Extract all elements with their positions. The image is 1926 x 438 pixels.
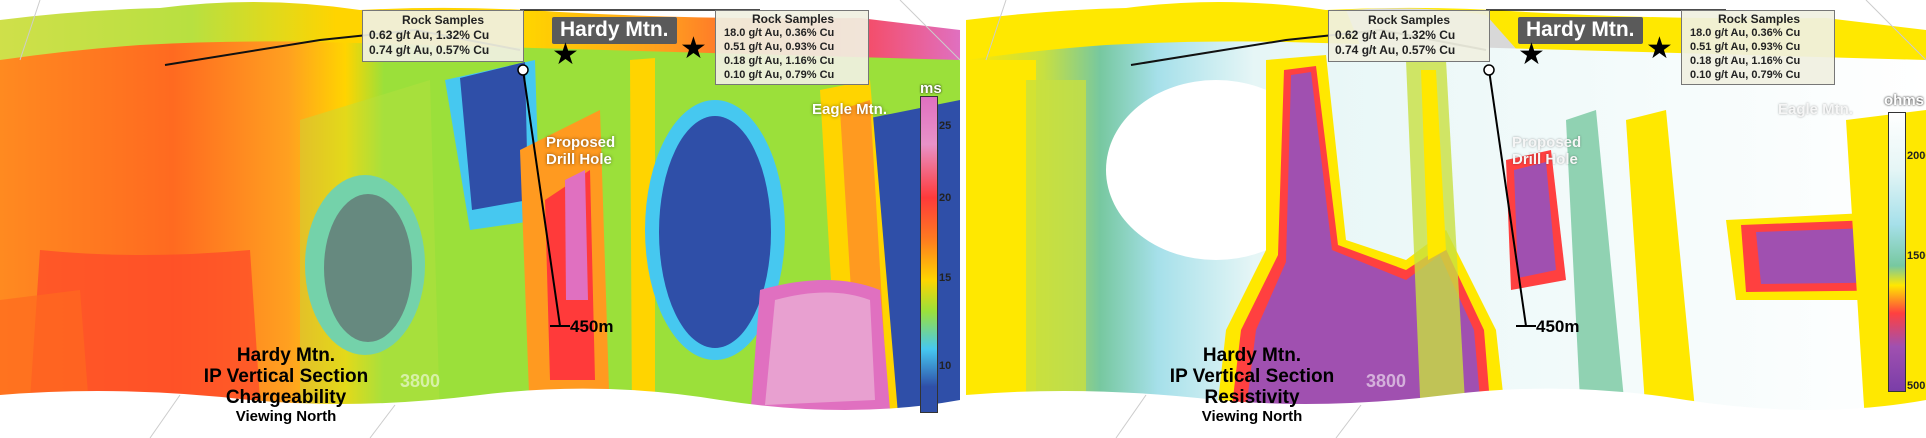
chargeability-panel: Rock Samples 0.62 g/t Au, 1.32% Cu 0.74 … <box>0 0 960 438</box>
grid-number: 500 <box>1106 393 1137 413</box>
sample-line: 0.74 g/t Au, 0.57% Cu <box>369 43 490 57</box>
title-line: Chargeability <box>225 387 347 408</box>
scale-tick: 15 <box>939 272 952 284</box>
scale-tick: 2000 <box>1907 150 1926 162</box>
sample-line: 0.51 g/t Au, 0.93% Cu <box>724 41 835 53</box>
sample-line: 0.18 g/t Au, 1.16% Cu <box>724 55 835 67</box>
drill-hole-label: Proposed Drill Hole <box>546 134 615 168</box>
grid-number: 500 <box>140 393 171 413</box>
star-icon: ★ <box>680 32 707 65</box>
section-title: Hardy Mtn. IP Vertical Section Chargeabi… <box>171 345 401 426</box>
star-icon: ★ <box>1518 38 1545 71</box>
title-line: IP Vertical Section <box>203 366 369 387</box>
depth-label: 450m <box>1536 317 1580 336</box>
title-line: Resistivity <box>1204 387 1300 408</box>
callout-title: Rock Samples <box>1367 13 1451 27</box>
drill-label-line: Drill Hole <box>546 151 612 168</box>
drill-label-line: Proposed <box>1512 134 1582 151</box>
drill-label-line: Proposed <box>546 134 616 151</box>
drill-hole-label: Proposed Drill Hole <box>1512 134 1581 168</box>
scale-tick: 1500 <box>1907 250 1926 262</box>
rock-samples-callout-left: Rock Samples 0.62 g/t Au, 1.32% Cu 0.74 … <box>362 10 524 62</box>
eagle-mtn-label: Eagle Mtn. <box>812 101 888 118</box>
sample-line: 0.10 g/t Au, 0.79% Cu <box>1690 69 1801 81</box>
star-icon: ★ <box>552 38 579 71</box>
title-line: Viewing North <box>1201 408 1303 425</box>
scale-tick: 10 <box>939 360 952 372</box>
callout-title: Rock Samples <box>751 12 835 26</box>
grid-number: 3800 <box>1366 371 1407 391</box>
scale-tick: 500 <box>1907 380 1926 392</box>
chargeability-section-image <box>0 0 960 438</box>
sample-line: 18.0 g/t Au, 0.36% Cu <box>1690 27 1801 39</box>
resistivity-color-scale <box>1888 112 1906 392</box>
scale-tick: 20 <box>939 192 952 204</box>
sample-line: 0.62 g/t Au, 1.32% Cu <box>1335 28 1456 42</box>
title-line: Hardy Mtn. <box>236 345 336 366</box>
scale-unit: ms <box>920 80 942 97</box>
eagle-mtn-label: Eagle Mtn. <box>1778 101 1854 118</box>
sample-line: 18.0 g/t Au, 0.36% Cu <box>724 27 835 39</box>
chargeability-color-scale <box>920 96 938 413</box>
title-line: Viewing North <box>235 408 337 425</box>
callout-title: Rock Samples <box>1717 12 1801 26</box>
callout-title: Rock Samples <box>401 13 485 27</box>
sample-line: 0.10 g/t Au, 0.79% Cu <box>724 69 835 81</box>
sample-line: 0.74 g/t Au, 0.57% Cu <box>1335 43 1456 57</box>
title-line: Hardy Mtn. <box>1202 345 1302 366</box>
rock-samples-callout-right: Rock Samples 18.0 g/t Au, 0.36% Cu 0.51 … <box>715 10 869 85</box>
scale-tick: 25 <box>939 120 952 132</box>
rock-samples-callout-right: Rock Samples 18.0 g/t Au, 0.36% Cu 0.51 … <box>1681 10 1835 85</box>
peak-label-hardy: Hardy Mtn. <box>1518 17 1643 44</box>
rock-samples-callout-left: Rock Samples 0.62 g/t Au, 1.32% Cu 0.74 … <box>1328 10 1490 62</box>
depth-label: 450m <box>570 317 614 336</box>
resistivity-panel: Rock Samples 0.62 g/t Au, 1.32% Cu 0.74 … <box>966 0 1926 438</box>
sample-line: 0.18 g/t Au, 1.16% Cu <box>1690 55 1801 67</box>
sample-line: 0.51 g/t Au, 0.93% Cu <box>1690 41 1801 53</box>
peak-label-hardy: Hardy Mtn. <box>552 17 677 44</box>
title-line: IP Vertical Section <box>1169 366 1335 387</box>
drill-label-line: Drill Hole <box>1512 151 1578 168</box>
section-title: Hardy Mtn. IP Vertical Section Resistivi… <box>1137 345 1367 426</box>
star-icon: ★ <box>1646 32 1673 65</box>
sample-line: 0.62 g/t Au, 1.32% Cu <box>369 28 490 42</box>
scale-unit: ohms <box>1884 92 1925 109</box>
grid-number: 3800 <box>400 371 441 391</box>
